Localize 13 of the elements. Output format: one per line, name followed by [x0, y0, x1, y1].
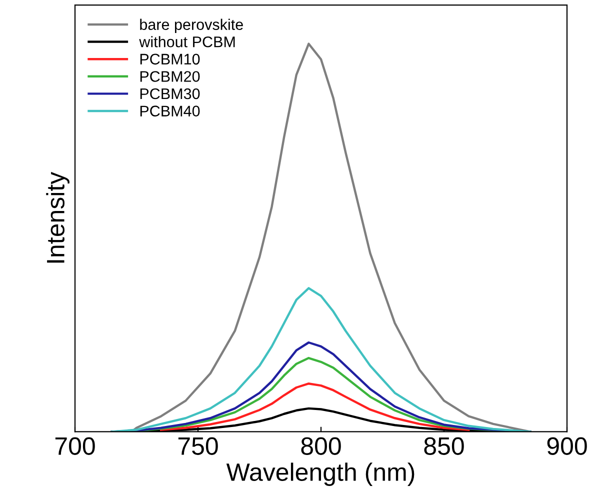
legend-label: PCBM20 [140, 71, 200, 82]
x-axis-title: Wavelength (nm) [226, 462, 414, 486]
x-tick-label: 700 [55, 437, 95, 455]
y-axis-title: Intensity [46, 172, 70, 263]
x-tick-label: 800 [301, 437, 341, 455]
x-tick-label: 900 [547, 437, 587, 455]
legend-label: bare perovskite [140, 18, 243, 34]
x-tick-label: 850 [424, 437, 464, 455]
legend-label: PCBM10 [140, 54, 200, 65]
legend-label: PCBM40 [140, 106, 200, 116]
x-tick-label: 750 [178, 437, 218, 455]
legend-label: without PCBM [139, 36, 235, 48]
legend-label: PCBM30 [140, 88, 200, 100]
